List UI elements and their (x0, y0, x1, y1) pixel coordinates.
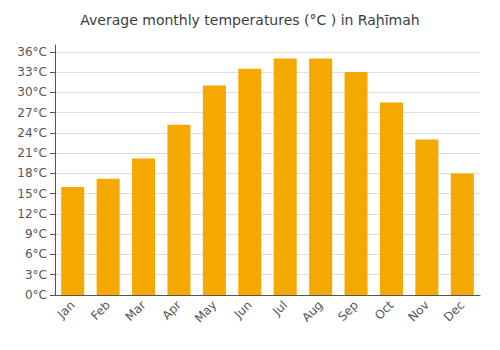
svg-text:Oct: Oct (372, 298, 397, 323)
svg-text:30°C: 30°C (17, 85, 47, 99)
svg-text:Jun: Jun (231, 298, 255, 322)
svg-text:33°C: 33°C (17, 65, 47, 79)
svg-text:Aug: Aug (299, 298, 325, 324)
svg-text:0°C: 0°C (25, 288, 47, 302)
svg-text:May: May (192, 298, 219, 325)
svg-text:Jul: Jul (269, 298, 290, 319)
svg-text:24°C: 24°C (17, 126, 47, 140)
svg-text:36°C: 36°C (17, 45, 47, 59)
svg-text:12°C: 12°C (17, 207, 47, 221)
svg-text:15°C: 15°C (17, 187, 47, 201)
svg-text:Dec: Dec (441, 298, 467, 324)
svg-text:Average monthly temperatures (: Average monthly temperatures (°C ) in Ra… (80, 12, 419, 28)
svg-text:27°C: 27°C (17, 106, 47, 120)
svg-text:Nov: Nov (405, 298, 431, 324)
svg-text:3°C: 3°C (25, 268, 47, 282)
svg-text:Sep: Sep (335, 298, 361, 324)
svg-text:Feb: Feb (88, 298, 113, 323)
svg-text:Mar: Mar (123, 298, 149, 324)
svg-text:Apr: Apr (159, 298, 184, 323)
svg-text:Jan: Jan (54, 298, 78, 322)
svg-text:9°C: 9°C (25, 227, 47, 241)
svg-text:6°C: 6°C (25, 247, 47, 261)
svg-text:21°C: 21°C (17, 146, 47, 160)
svg-text:18°C: 18°C (17, 166, 47, 180)
